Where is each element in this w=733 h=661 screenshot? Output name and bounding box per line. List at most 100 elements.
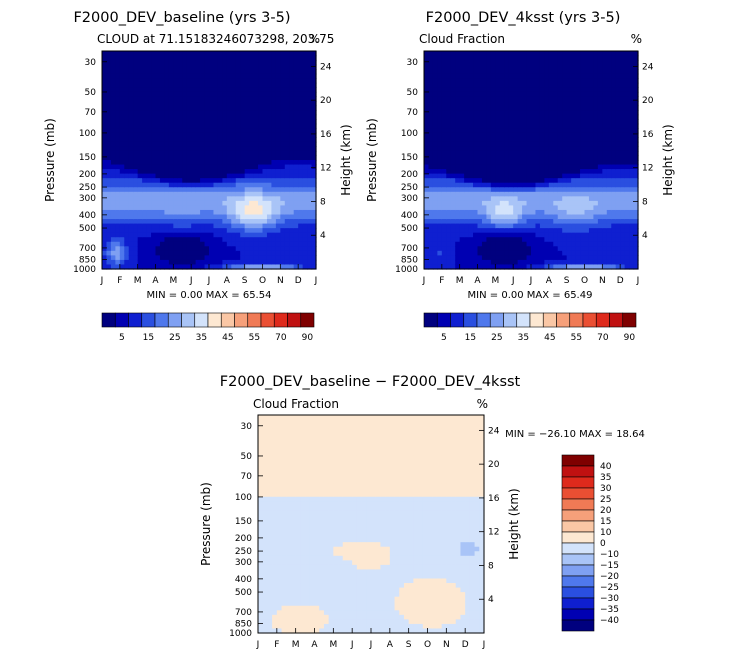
field-cell xyxy=(129,178,134,183)
field-cell xyxy=(245,56,250,61)
field-cell xyxy=(451,101,456,106)
field-cell xyxy=(222,246,227,251)
field-cell xyxy=(620,255,625,260)
field-cell xyxy=(509,106,514,111)
field-cell xyxy=(156,224,161,229)
field-cell xyxy=(213,255,218,260)
field-cell xyxy=(611,178,616,183)
field-cell xyxy=(553,192,558,197)
field-cell xyxy=(473,69,478,74)
field-cell xyxy=(531,196,536,201)
field-cell xyxy=(491,174,496,179)
field-cell xyxy=(607,110,612,115)
field-cell xyxy=(576,146,581,151)
field-cell xyxy=(200,224,205,229)
field-cell xyxy=(460,233,465,238)
field-cell xyxy=(129,119,134,124)
field-cell xyxy=(272,519,277,524)
field-cell xyxy=(589,119,594,124)
field-cell xyxy=(589,133,594,138)
field-cell xyxy=(285,219,290,224)
field-cell xyxy=(460,219,465,224)
field-cell xyxy=(607,201,612,206)
field-cell xyxy=(160,174,165,179)
field-cell xyxy=(298,260,303,265)
field-cell xyxy=(513,233,518,238)
field-cell xyxy=(263,420,268,425)
field-cell xyxy=(213,215,218,220)
field-cell xyxy=(272,556,277,561)
field-cell xyxy=(106,137,111,142)
field-cell xyxy=(513,128,518,133)
field-cell xyxy=(129,83,134,88)
field-cell xyxy=(580,246,585,251)
field-cell xyxy=(491,165,496,170)
field-cell xyxy=(178,142,183,147)
field-cell xyxy=(495,233,500,238)
field-cell xyxy=(289,219,294,224)
field-cell xyxy=(303,169,308,174)
field-cell xyxy=(164,187,169,192)
field-cell xyxy=(509,124,514,129)
field-cell xyxy=(571,228,576,233)
field-cell xyxy=(482,124,487,129)
field-cell xyxy=(120,196,125,201)
field-cell xyxy=(191,115,196,120)
field-cell xyxy=(482,196,487,201)
field-cell xyxy=(173,83,178,88)
field-cell xyxy=(200,92,205,97)
field-cell xyxy=(111,255,116,260)
field-cell xyxy=(196,160,201,165)
field-cell xyxy=(580,210,585,215)
field-cell xyxy=(280,78,285,83)
field-cell xyxy=(567,96,572,101)
field-cell xyxy=(263,601,268,606)
field-cell xyxy=(589,83,594,88)
field-cell xyxy=(616,187,621,192)
field-cell xyxy=(451,178,456,183)
field-cell xyxy=(602,110,607,115)
field-cell xyxy=(451,187,456,192)
min-max-stats: MIN = 0.00 MAX = 65.54 xyxy=(147,290,272,301)
field-cell xyxy=(173,210,178,215)
field-cell xyxy=(433,128,438,133)
field-cell xyxy=(196,92,201,97)
field-cell xyxy=(518,87,523,92)
field-cell xyxy=(424,233,429,238)
field-cell xyxy=(576,237,581,242)
field-cell xyxy=(486,65,491,70)
field-cell xyxy=(142,174,147,179)
field-cell xyxy=(307,65,312,70)
field-cell xyxy=(222,137,227,142)
field-cell xyxy=(437,74,442,79)
field-cell xyxy=(540,219,545,224)
field-cell xyxy=(585,260,590,265)
field-cell xyxy=(142,78,147,83)
field-cell xyxy=(540,260,545,265)
field-cell xyxy=(276,106,281,111)
field-cell xyxy=(213,119,218,124)
field-cell xyxy=(442,115,447,120)
field-cell xyxy=(164,119,169,124)
field-cell xyxy=(469,169,474,174)
field-cell xyxy=(222,155,227,160)
field-cell xyxy=(527,83,532,88)
field-cell xyxy=(196,128,201,133)
field-cell xyxy=(513,96,518,101)
field-cell xyxy=(267,424,272,429)
field-cell xyxy=(433,215,438,220)
field-cell xyxy=(164,146,169,151)
field-cell xyxy=(607,192,612,197)
field-cell xyxy=(285,174,290,179)
field-cell xyxy=(267,519,272,524)
field-cell xyxy=(200,96,205,101)
field-cell xyxy=(298,74,303,79)
field-cell xyxy=(129,56,134,61)
field-cell xyxy=(263,51,268,56)
field-cell xyxy=(478,219,483,224)
field-cell xyxy=(106,260,111,265)
field-cell xyxy=(173,187,178,192)
field-cell xyxy=(151,174,156,179)
field-cell xyxy=(227,192,232,197)
field-cell xyxy=(616,165,621,170)
